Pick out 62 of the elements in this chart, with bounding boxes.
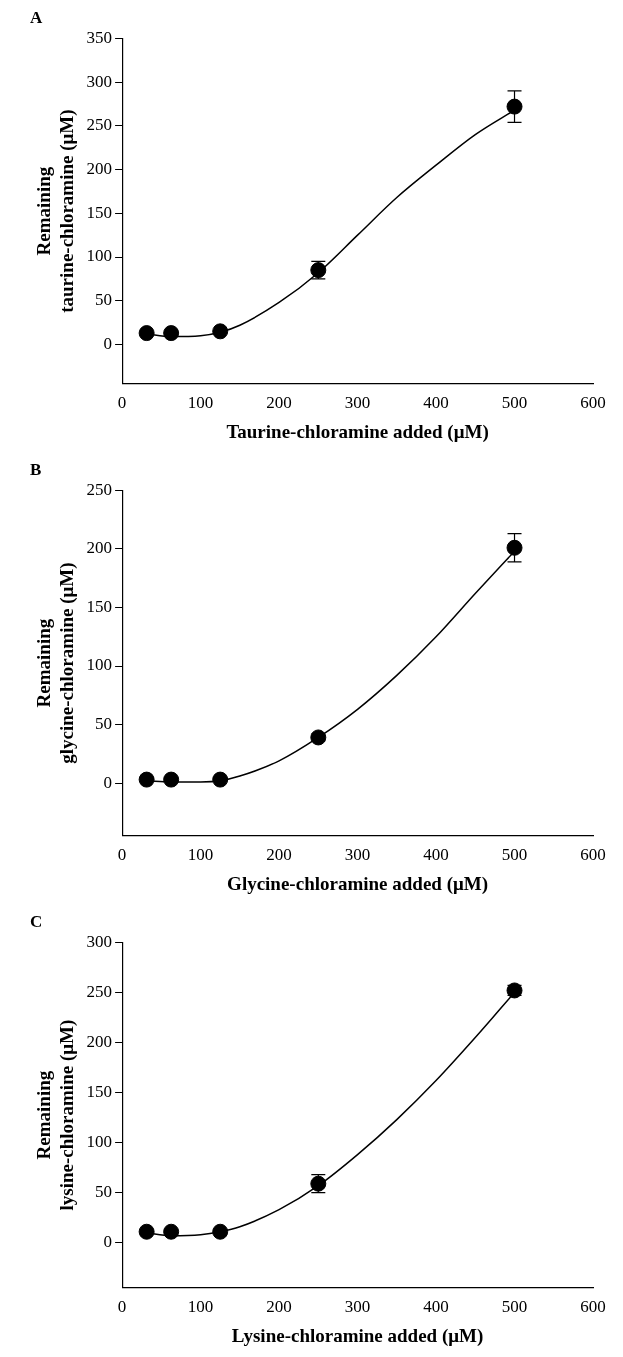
x-tick-label: 400 (423, 1297, 449, 1317)
y-tick-label: 150 (86, 596, 113, 616)
y-tick-label: 350 (86, 27, 113, 47)
y-tick-label: 50 (95, 1182, 113, 1202)
x-tick-label: 0 (117, 845, 127, 865)
y-tick-label: 150 (86, 1082, 113, 1102)
point (212, 1223, 229, 1240)
point (506, 539, 523, 556)
x-tick-label: 300 (344, 1297, 371, 1317)
y-tick-label: 50 (95, 714, 113, 734)
y-tick-label: 250 (86, 479, 113, 499)
point (138, 771, 155, 788)
x-tick-label: 200 (266, 845, 292, 865)
point (212, 323, 229, 340)
x-tick-label: 100 (187, 845, 214, 865)
point (163, 771, 180, 788)
x-tick-label: 600 (580, 1297, 606, 1317)
point (138, 325, 155, 342)
y-tick-label: 100 (86, 1132, 113, 1152)
y-tick-label: 200 (86, 1031, 113, 1051)
point (163, 1223, 180, 1240)
point (138, 1223, 155, 1240)
y-tick-label: 100 (86, 655, 113, 675)
point (212, 771, 229, 788)
y-tick-label: 200 (86, 538, 113, 558)
x-tick-label: 100 (187, 1297, 214, 1317)
x-tick-label: 300 (344, 845, 371, 865)
chart-title: B (30, 459, 42, 479)
x-tick-label: 0 (117, 1297, 127, 1317)
x-tick-label: 300 (344, 393, 371, 413)
chart-title: C (30, 911, 43, 931)
y-axis-title: Remaining lysine-chloramine (μM) (33, 1019, 79, 1211)
y-tick-label: 0 (103, 1232, 113, 1252)
x-tick-label: 200 (266, 1297, 292, 1317)
chart-title: A (30, 7, 43, 27)
x-axis-title: Glycine-chloramine added (μM) (227, 872, 489, 895)
x-tick-label: 500 (501, 845, 528, 865)
x-axis-title: Lysine-chloramine added (μM) (231, 1324, 484, 1347)
y-tick-label: 0 (103, 772, 113, 792)
y-tick-label: 300 (86, 71, 113, 91)
x-tick-label: 200 (266, 393, 292, 413)
point (163, 325, 180, 342)
x-tick-label: 100 (187, 393, 214, 413)
y-tick-label: 50 (95, 290, 113, 310)
y-axis-title: Remaining glycine-chloramine (μM) (33, 562, 79, 764)
x-tick-label: 500 (501, 393, 528, 413)
y-tick-label: 300 (86, 931, 113, 951)
x-tick-label: 400 (423, 845, 449, 865)
x-tick-label: 600 (580, 845, 606, 865)
x-tick-label: 0 (117, 393, 127, 413)
y-tick-label: 250 (86, 115, 113, 135)
x-tick-label: 400 (423, 393, 449, 413)
y-tick-label: 100 (86, 246, 113, 266)
x-tick-label: 500 (501, 1297, 528, 1317)
y-tick-label: 150 (86, 202, 113, 222)
y-tick-label: 200 (86, 159, 113, 179)
y-axis-title: Remaining taurine-chloramine (μM) (33, 109, 79, 313)
x-tick-label: 600 (580, 393, 606, 413)
y-tick-label: 0 (103, 333, 113, 353)
x-axis-title: Taurine-chloramine added (μM) (226, 420, 489, 443)
y-tick-label: 250 (86, 981, 113, 1001)
point (506, 98, 523, 115)
